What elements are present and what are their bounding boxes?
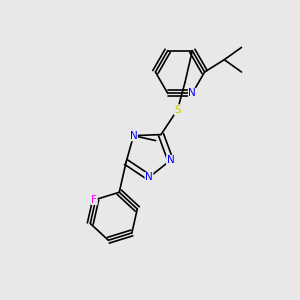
Text: N: N [145,172,153,182]
Text: F: F [91,194,97,205]
Text: N: N [130,131,137,141]
Text: N: N [167,155,174,165]
Text: S: S [174,105,181,115]
Text: N: N [188,88,196,98]
